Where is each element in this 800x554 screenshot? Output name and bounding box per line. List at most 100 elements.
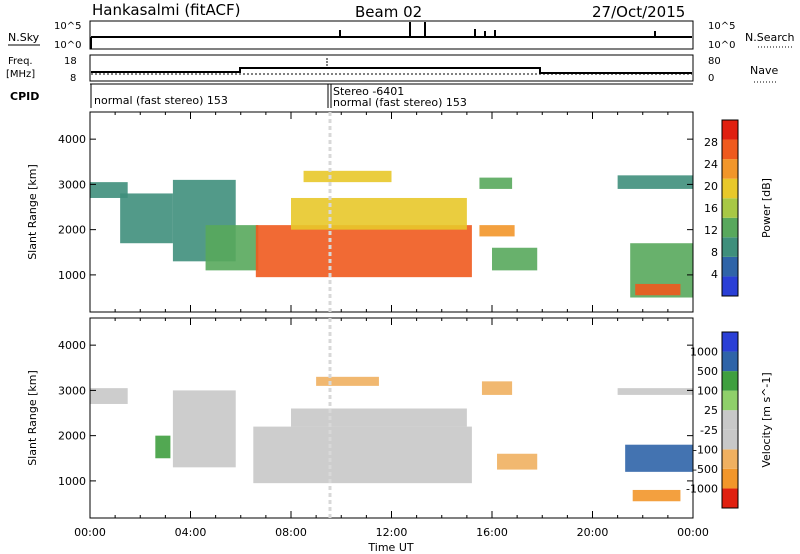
power-y-label: Slant Range [km] (26, 164, 39, 260)
velocity-colorbar-swatch (722, 468, 738, 489)
echo-region-early-spread (120, 193, 173, 244)
power-colorbar-tick: 20 (704, 180, 718, 193)
power-colorbar-tick: 12 (704, 224, 718, 237)
y-tick-label: 4000 (58, 339, 86, 352)
freq-label: Freq. (8, 56, 33, 67)
echo-region-night-band (617, 175, 693, 189)
y-tick-label: 3000 (58, 178, 86, 191)
power-colorbar-swatch (722, 159, 738, 179)
echo-region-afternoon-patch (479, 225, 515, 237)
date-title: 27/Oct/2015 (592, 3, 685, 21)
echo-region-afternoon-band (481, 381, 513, 395)
echo-region-main-echo (255, 225, 472, 278)
echo-region-main-echo (253, 426, 472, 484)
power-colorbar-swatch (722, 256, 738, 277)
velocity-colorbar-swatch (722, 351, 738, 372)
cpid-panel: CPID normal (fast stereo) 153 Stereo -64… (10, 83, 693, 109)
echo-region-morning-band (90, 182, 128, 198)
cpid-text-right: normal (fast stereo) 153 (333, 96, 467, 109)
echo-region-early-patch (155, 435, 171, 459)
power-colorbar-swatches (722, 120, 738, 296)
power-colorbar-tick: 16 (704, 202, 718, 215)
velocity-colorbar-tick: -25 (700, 424, 718, 437)
freq-tick-top: 18 (64, 56, 77, 67)
power-panel: 1000 2000 3000 4000 Slant Range [km] (26, 111, 694, 313)
power-colorbar-ticks: 4 8 12 16 20 24 28 (704, 136, 718, 281)
freq-tick-bottom: 8 (70, 73, 76, 84)
nsky-tick-bottom: 10^0 (54, 40, 81, 51)
echo-region-far-band (316, 376, 379, 386)
power-colorbar: 4 8 12 16 20 24 28 Power [dB] (704, 119, 773, 297)
x-tick-label: 08:00 (275, 526, 307, 539)
x-tick-label: 16:00 (476, 526, 508, 539)
y-tick-label: 2000 (58, 224, 86, 237)
power-colorbar-swatch (722, 198, 738, 218)
nsearch-label: N.Search (745, 31, 795, 44)
x-tick-label: 20:00 (577, 526, 609, 539)
velocity-x-ticks: 00:00 04:00 08:00 12:00 16:00 20:00 00:00 (74, 318, 709, 539)
power-regions (90, 170, 693, 298)
x-tick-label: 12:00 (376, 526, 408, 539)
nsky-tick-top: 10^5 (54, 21, 81, 32)
velocity-y-label: Slant Range [km] (26, 370, 39, 466)
velocity-regions (90, 376, 693, 502)
velocity-colorbar-swatch (722, 371, 738, 391)
power-colorbar-tick: 24 (704, 158, 718, 171)
velocity-colorbar-swatch (722, 449, 738, 469)
velocity-colorbar-tick: 100 (697, 385, 718, 398)
velocity-colorbar-label: Velocity [m s^-1] (760, 372, 773, 467)
velocity-colorbar-tick: -500 (693, 463, 718, 476)
power-colorbar-tick: 28 (704, 136, 718, 149)
power-colorbar-swatch (722, 178, 738, 199)
power-colorbar-label: Power [dB] (760, 178, 773, 238)
freq-unit: [MHz] (6, 69, 35, 80)
y-tick-label: 1000 (58, 475, 86, 488)
velocity-colorbar-tick: -100 (693, 443, 718, 456)
velocity-colorbar-swatches (722, 332, 738, 508)
power-x-ticks (89, 112, 694, 312)
echo-region-morning-band (90, 388, 128, 404)
echo-region-upper-fringe (291, 408, 467, 427)
velocity-colorbar-ticks: 1000 500 100 25 -25 -100 -500 -1000 (686, 346, 718, 496)
velocity-colorbar-swatch (722, 390, 738, 411)
station-title: Hankasalmi (fitACF) (92, 1, 240, 19)
nave-tick-top: 80 (708, 56, 721, 67)
velocity-y-ticks: 1000 2000 3000 4000 (58, 339, 693, 488)
velocity-colorbar-swatch (722, 488, 738, 508)
velocity-panel: 1000 2000 3000 4000 00:00 04:00 08:00 12:00 16:… (26, 317, 709, 554)
power-colorbar-tick: 4 (711, 268, 718, 281)
nsearch-tick-bottom: 10^0 (708, 40, 735, 51)
echo-region-evening-patch (497, 453, 538, 470)
power-colorbar-swatch (722, 120, 738, 140)
nave-label: Nave (750, 64, 778, 77)
nsky-label: N.Sky (8, 31, 40, 44)
freq-trace (91, 67, 692, 74)
beam-title: Beam 02 (355, 3, 422, 21)
echo-region-far-band (303, 170, 392, 183)
power-y-ticks: 1000 2000 3000 4000 (58, 133, 693, 282)
velocity-colorbar-swatch (722, 332, 738, 352)
echo-region-edge-of-main-echo (205, 225, 259, 271)
velocity-colorbar: 1000 500 100 25 -25 -100 -500 -1000 Velocity [m… (686, 331, 773, 509)
x-tick-label: 04:00 (175, 526, 207, 539)
y-tick-label: 3000 (58, 384, 86, 397)
velocity-colorbar-swatch (722, 410, 738, 430)
nsearch-tick-top: 10^5 (708, 21, 735, 32)
velocity-colorbar-tick: 500 (697, 365, 718, 378)
echo-region-afternoon-band (479, 177, 513, 189)
cpid-text-stereo: Stereo -6401 (333, 85, 404, 98)
power-colorbar-swatch (722, 139, 738, 160)
x-axis-label: Time UT (367, 541, 413, 554)
echo-region-pre-noon-arc (172, 390, 236, 468)
freq-panel: Freq. [MHz] 18 8 80 0 Nave (6, 54, 778, 84)
echo-region-night-patch (632, 489, 681, 502)
power-colorbar-swatch (722, 237, 738, 257)
power-colorbar-tick: 8 (711, 246, 718, 259)
y-tick-label: 2000 (58, 430, 86, 443)
y-tick-label: 4000 (58, 133, 86, 146)
nave-tick-bottom: 0 (708, 73, 714, 84)
x-tick-label: 00:00 (677, 526, 709, 539)
nsky-panel: N.Sky 10^5 10^0 10^5 10^0 N.Search (8, 20, 795, 51)
velocity-colorbar-tick: 25 (704, 404, 718, 417)
